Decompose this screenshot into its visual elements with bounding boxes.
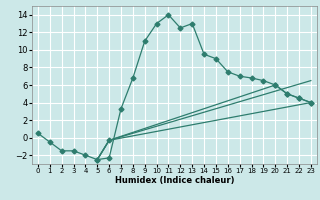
X-axis label: Humidex (Indice chaleur): Humidex (Indice chaleur) [115, 176, 234, 185]
